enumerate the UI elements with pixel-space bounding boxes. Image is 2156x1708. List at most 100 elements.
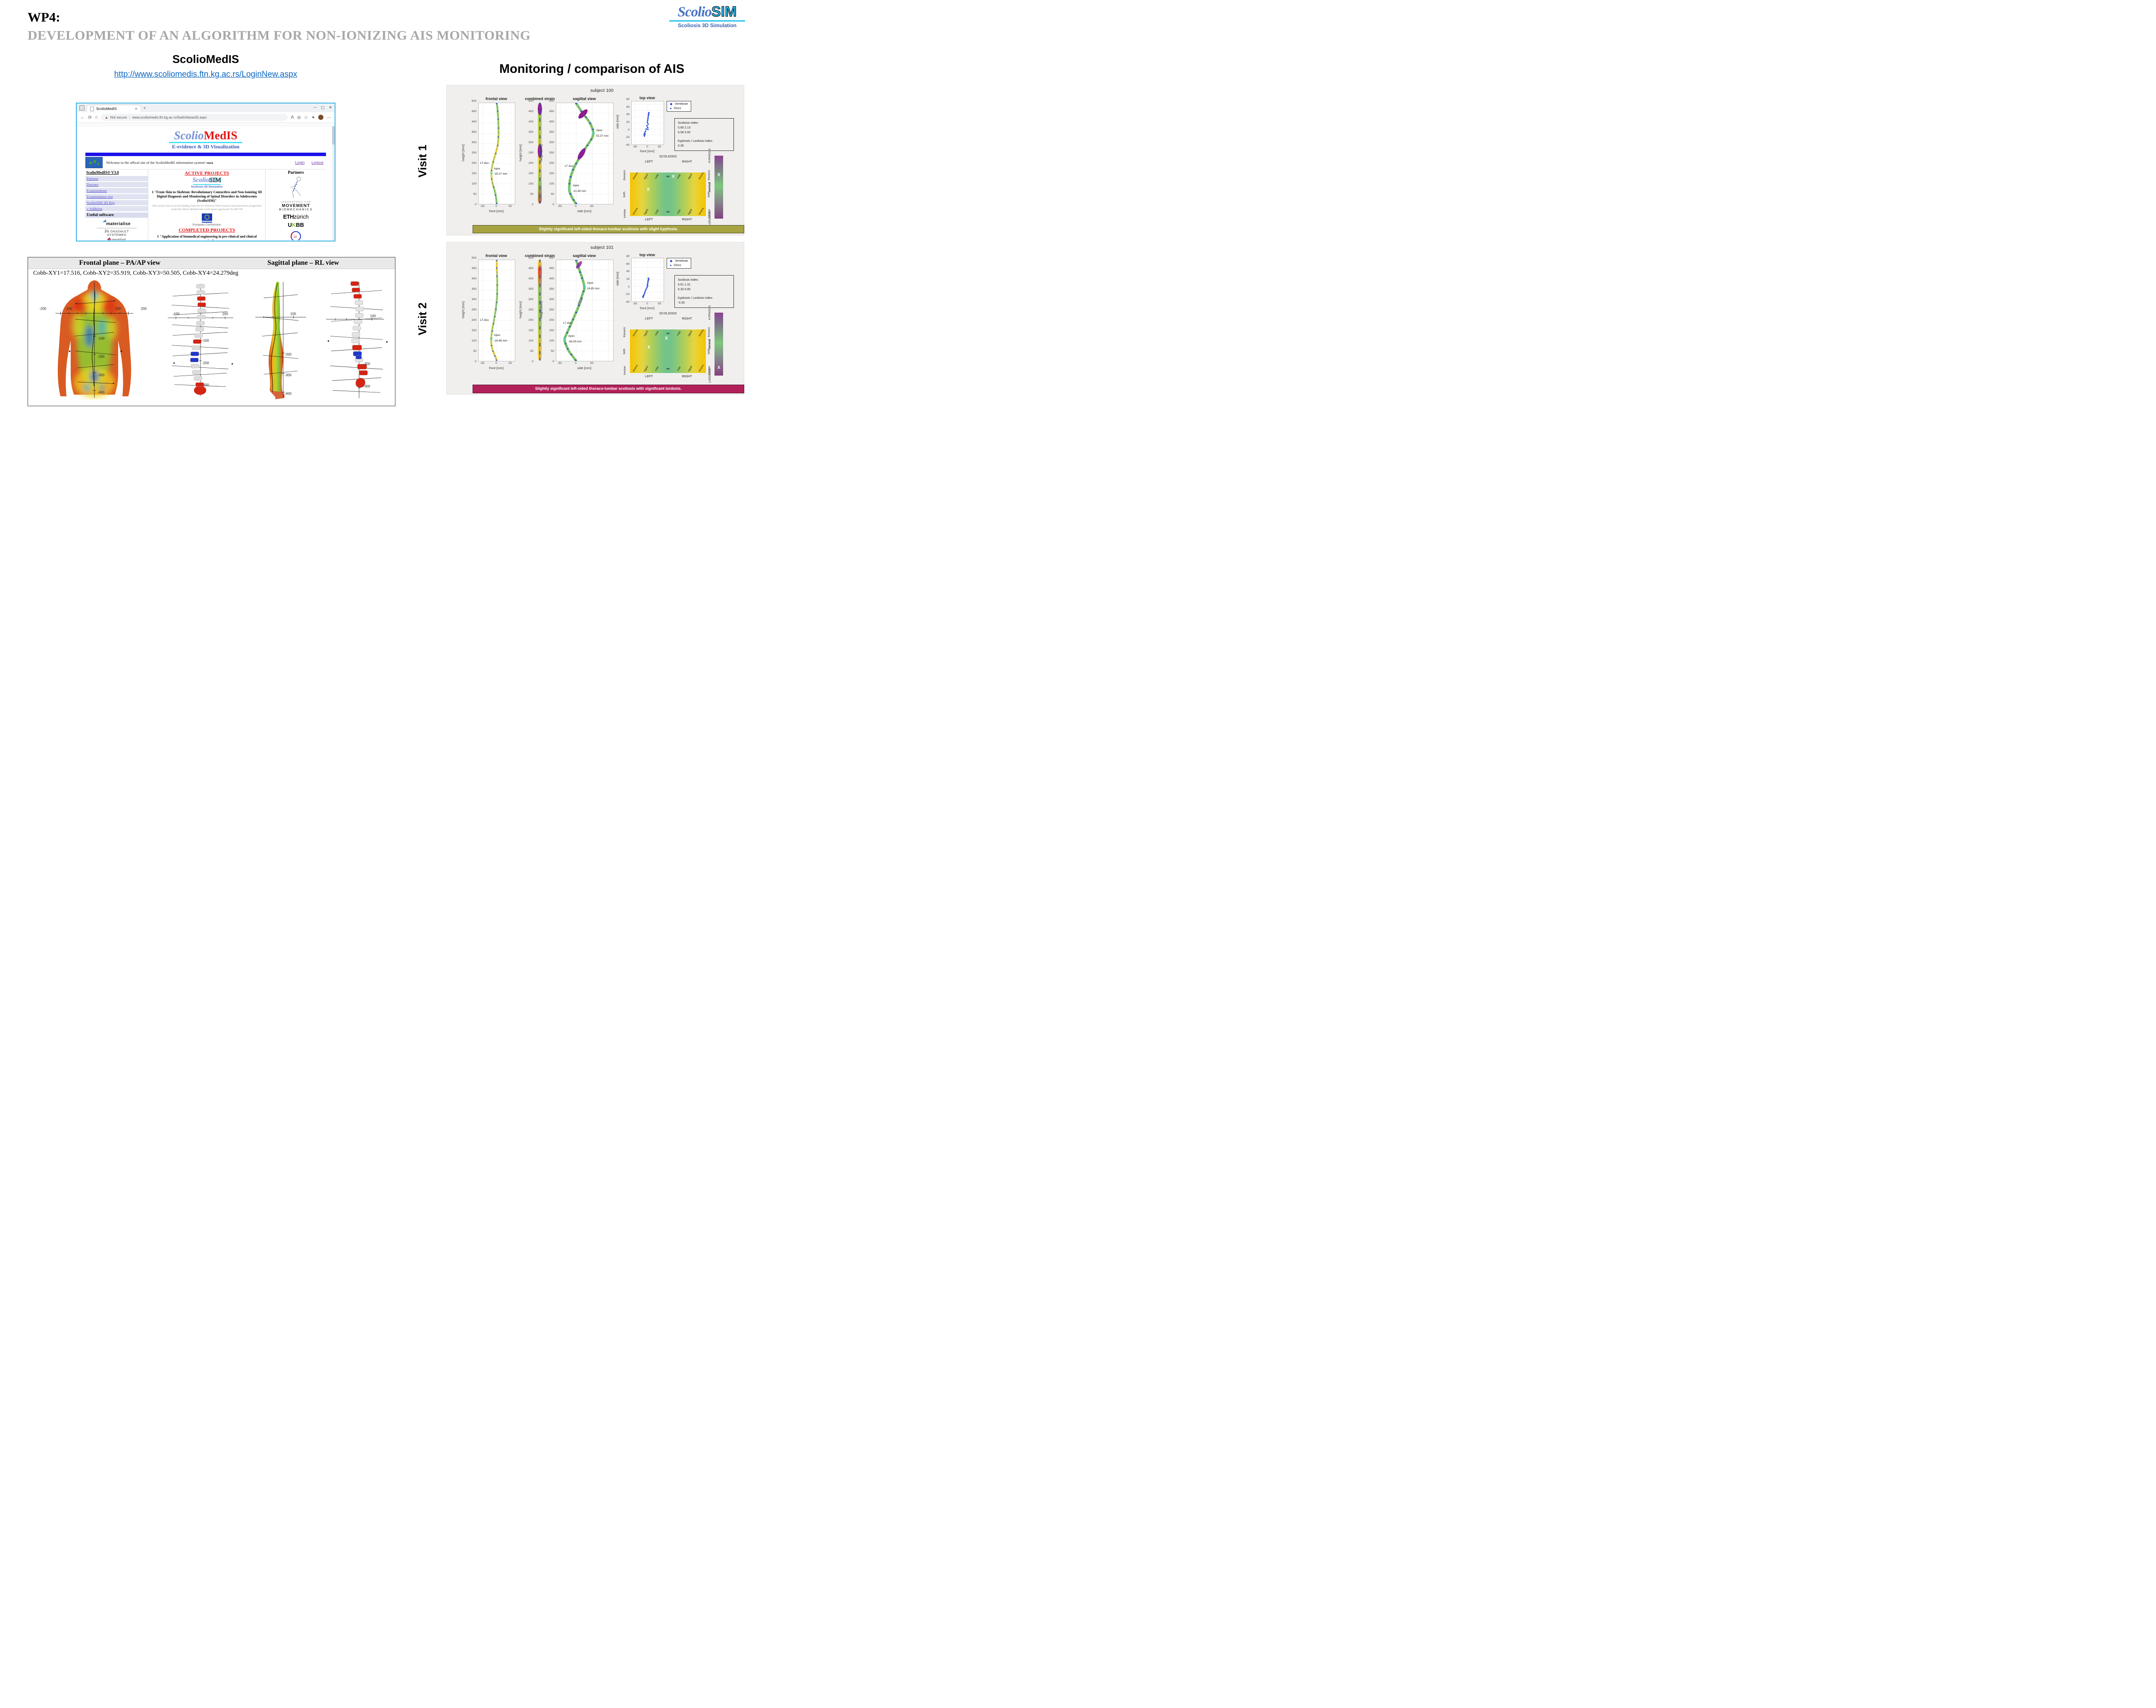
materialise-logo[interactable]: materialise [85, 219, 148, 229]
welcome-username: sasa [206, 160, 213, 165]
sidebar-link[interactable]: ScolioSIM 3D Reg [85, 200, 148, 205]
close-icon[interactable]: ✕ [329, 105, 332, 110]
x-tick: 0 [646, 302, 648, 305]
site-sidebar: ScolioMedIS® V3.0 Patients Doctors Examina… [85, 169, 148, 240]
scoliosis-marker-x: X [647, 345, 651, 350]
home-icon[interactable]: ⌂ [95, 115, 98, 120]
lt-disc-annotation: LT disc [563, 321, 572, 325]
sagittal-plane-title: Sagittal plane – RL view [267, 259, 339, 266]
frontal-ylabel: height [mm] [461, 301, 465, 319]
eu-caption: European Commission [192, 223, 221, 226]
toolbar-icon[interactable]: ⊖ [297, 115, 301, 120]
eth-zurich-logo[interactable]: ETHzürich [283, 213, 309, 220]
severity-label: mild [654, 209, 660, 215]
browser-scrollbar[interactable] [332, 126, 335, 240]
new-tab-button[interactable]: + [143, 106, 146, 111]
scoliosis-index-box: Scoliosis index: 4.61 1.31 5.33 0.00 Kyp… [674, 275, 734, 308]
scoliosis-marker-x: X [646, 187, 650, 192]
page-icon [90, 106, 94, 111]
window-controls: ─ ▢ ✕ [314, 105, 332, 110]
toolbar-icon[interactable]: ✦ [311, 115, 315, 120]
mini-logo-underline [193, 184, 221, 185]
kyphosis-index-label: Kyphosis / Lordosis index: [678, 139, 713, 143]
completed-project-text: 1 "Application of biomedical engineering… [157, 234, 257, 240]
useful-software-header: Useful software [85, 213, 148, 218]
movement-biomechanics-figure-icon [290, 176, 301, 198]
mini-logo-caption: Scoliosis 3D Simulation [191, 185, 223, 188]
not-secure-label: Not secure [110, 115, 127, 119]
severity-label: mild [654, 366, 660, 372]
scoliomedis-url-link[interactable]: http://www.scoliomedis.ftn.kg.ac.rs/Logi… [114, 70, 298, 79]
toolbar-icon[interactable]: ☆ [304, 115, 308, 120]
dassault-logo[interactable]: 3s DASSAULT SYSTEMES [104, 229, 129, 237]
severity-label: severe [698, 329, 705, 337]
severity-labels-bottom: severe signif. mild no mild signif. severe [632, 364, 705, 373]
sidebar-link[interactable]: Patients [85, 176, 148, 181]
discs-dot-icon [670, 108, 671, 109]
address-bar[interactable]: ▲ Not secure | www.scoliomedis.ftn.kg.ac… [100, 114, 288, 121]
browser-tab[interactable]: ScolioMedIS ✕ [87, 105, 141, 112]
top-view-ylabel: side [mm] [615, 115, 620, 129]
sagittal-ylabel: height [mm] [539, 301, 543, 319]
tab-close-icon[interactable]: ✕ [135, 107, 138, 111]
combined-ylabel: height [mm] [518, 301, 523, 319]
region-labels-left: thoracic both lumbar [623, 170, 627, 218]
browser-window: ScolioMedIS ✕ + ─ ▢ ✕ ← ⟳ ⌂ ▲ Not secure… [76, 103, 335, 241]
iit-logo[interactable]: iit [266, 230, 326, 240]
heatmap-left-label: LEFT [645, 160, 653, 163]
scoliosis-axis-title: SCOLIOSIS [659, 154, 677, 158]
top-view-plot [631, 258, 664, 302]
toolbar-icon[interactable]: A [291, 115, 294, 120]
apex-value: 24.85 mm [587, 287, 600, 291]
scrollbar-thumb[interactable] [332, 126, 335, 144]
sidebar-link[interactable]: Examinations test [85, 194, 148, 199]
sidebar-link[interactable]: Examinations [85, 188, 148, 193]
browser-tab-bar: ScolioMedIS ✕ + ─ ▢ ✕ [77, 103, 335, 112]
apex-annotation: Apex [494, 167, 501, 170]
severity-label: signif. [687, 329, 693, 337]
severity-label: severe [698, 207, 705, 216]
frontal-view-plot: LT disc ✳ Apex -19.27 mm [478, 103, 515, 204]
x-tick: 0 [575, 205, 577, 208]
logout-link[interactable]: Logout [311, 160, 323, 165]
top-view-yticks: 80 60 40 20 0 -20 -40 [625, 98, 630, 147]
sagittal-view-plot: ✳ Apex 53.37 mm LT disc ✳ Apex -21.69 mm [556, 103, 614, 204]
x-tick: 50 [658, 302, 661, 305]
apex-value: -36.05 mm [568, 340, 582, 344]
login-link[interactable]: Login [295, 160, 305, 165]
scoliosis-heatmap: severe signif. mild no mild signif. severe sev… [630, 329, 706, 373]
minimize-icon[interactable]: ─ [313, 105, 317, 110]
sagittal-view-plot: ✳ Apex 24.85 mm LT disc ✳ Apex -36.05 mm [556, 260, 614, 361]
sagittal-body-image: 100 -200 -300 -400 [242, 277, 315, 400]
sidebar-link[interactable]: » Addition [85, 206, 148, 211]
figure-header: Frontal plane – PA/AP view Sagittal plan… [28, 257, 395, 269]
protege-logo[interactable]: protégé [85, 237, 148, 240]
heatmap-right-label-bottom: RIGHT [682, 374, 692, 378]
top-view-title: top view [639, 96, 655, 100]
profile-avatar[interactable] [318, 115, 323, 120]
apex-annotation: Apex [596, 128, 603, 132]
maximize-icon[interactable]: ▢ [320, 105, 325, 110]
scoliosis-marker-x: X [671, 174, 675, 179]
x-tick: -50 [558, 205, 562, 208]
site-partners-column: Partners LABORATORY FOR MOVEMENT BIOMECH… [266, 169, 326, 240]
back-icon[interactable]: ← [80, 115, 85, 120]
severity-label: severe [632, 207, 639, 216]
site-main-column: ACTIVE PROJECTS ScolioSIM Scoliosis 3D S… [148, 169, 266, 240]
severity-labels-top: severe signif. mild no mild signif. severe [632, 172, 705, 180]
severity-label: signif. [643, 208, 649, 216]
ukbb-logo[interactable]: UKBB [288, 222, 304, 228]
apex-marker-icon: ✳ [567, 186, 571, 191]
severity-label: signif. [643, 329, 649, 337]
svg-text:iit: iit [294, 235, 297, 239]
site-tagline: E-evidence & 3D Visualization [172, 144, 240, 150]
site-columns: ScolioMedIS® V3.0 Patients Doctors Examina… [85, 169, 326, 240]
more-menu-icon[interactable]: ⋯ [326, 115, 331, 120]
scoliosim-logo-text: ScolioSIM [665, 4, 749, 19]
site-logo: ScolioMedIS [77, 130, 335, 141]
refresh-icon[interactable]: ⟳ [88, 115, 92, 120]
severity-label: severe [698, 364, 705, 373]
apex-marker-icon: ✳ [489, 171, 493, 176]
logo-subtitle: Scoliosis 3D Simulation [677, 22, 737, 28]
sidebar-link[interactable]: Doctors [85, 182, 148, 187]
